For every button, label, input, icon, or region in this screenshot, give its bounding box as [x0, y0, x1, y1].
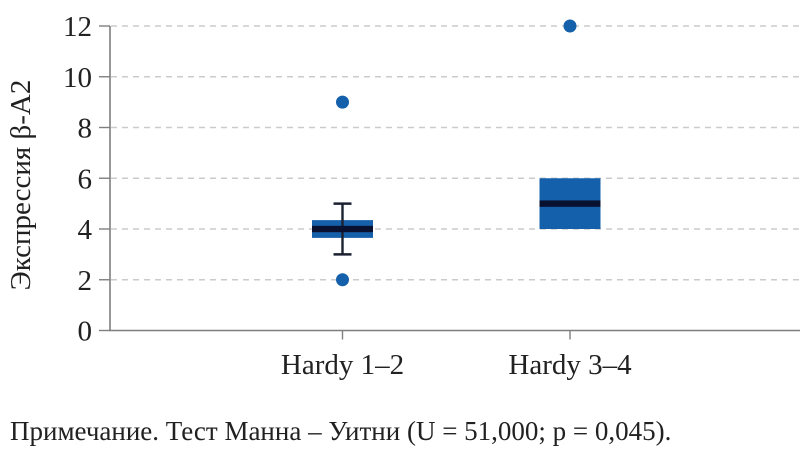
x-tick-label: Hardy 1–2	[281, 349, 404, 381]
x-tick-label: Hardy 3–4	[508, 349, 632, 381]
outlier-point	[336, 273, 349, 287]
plot-data	[312, 19, 601, 287]
y-tick-label: 0	[78, 316, 93, 348]
y-tick-label: 8	[78, 113, 93, 145]
axis-tick-labels: 0 2 4 6 8 10 12 Hardy 1–2 Hardy 3–4	[63, 11, 632, 381]
y-tick-label: 2	[78, 265, 93, 297]
gridlines	[111, 25, 800, 281]
boxplot-chart: 0 2 4 6 8 10 12 Hardy 1–2 Hardy 3–4 Экспрессия β…	[5, 11, 800, 381]
y-tick-label: 4	[78, 214, 93, 246]
y-axis-title: Экспрессия β-А2	[5, 80, 37, 291]
axes	[99, 25, 800, 340]
note-text: Примечание. Тест Манна – Уитни (U = 51,0…	[10, 416, 672, 446]
outlier-point	[336, 95, 349, 109]
y-tick-label: 10	[63, 62, 92, 94]
outlier-point	[563, 19, 577, 33]
median-line	[312, 225, 373, 233]
median-line	[539, 200, 601, 207]
y-tick-label: 12	[63, 11, 92, 43]
y-tick-label: 6	[78, 163, 93, 195]
